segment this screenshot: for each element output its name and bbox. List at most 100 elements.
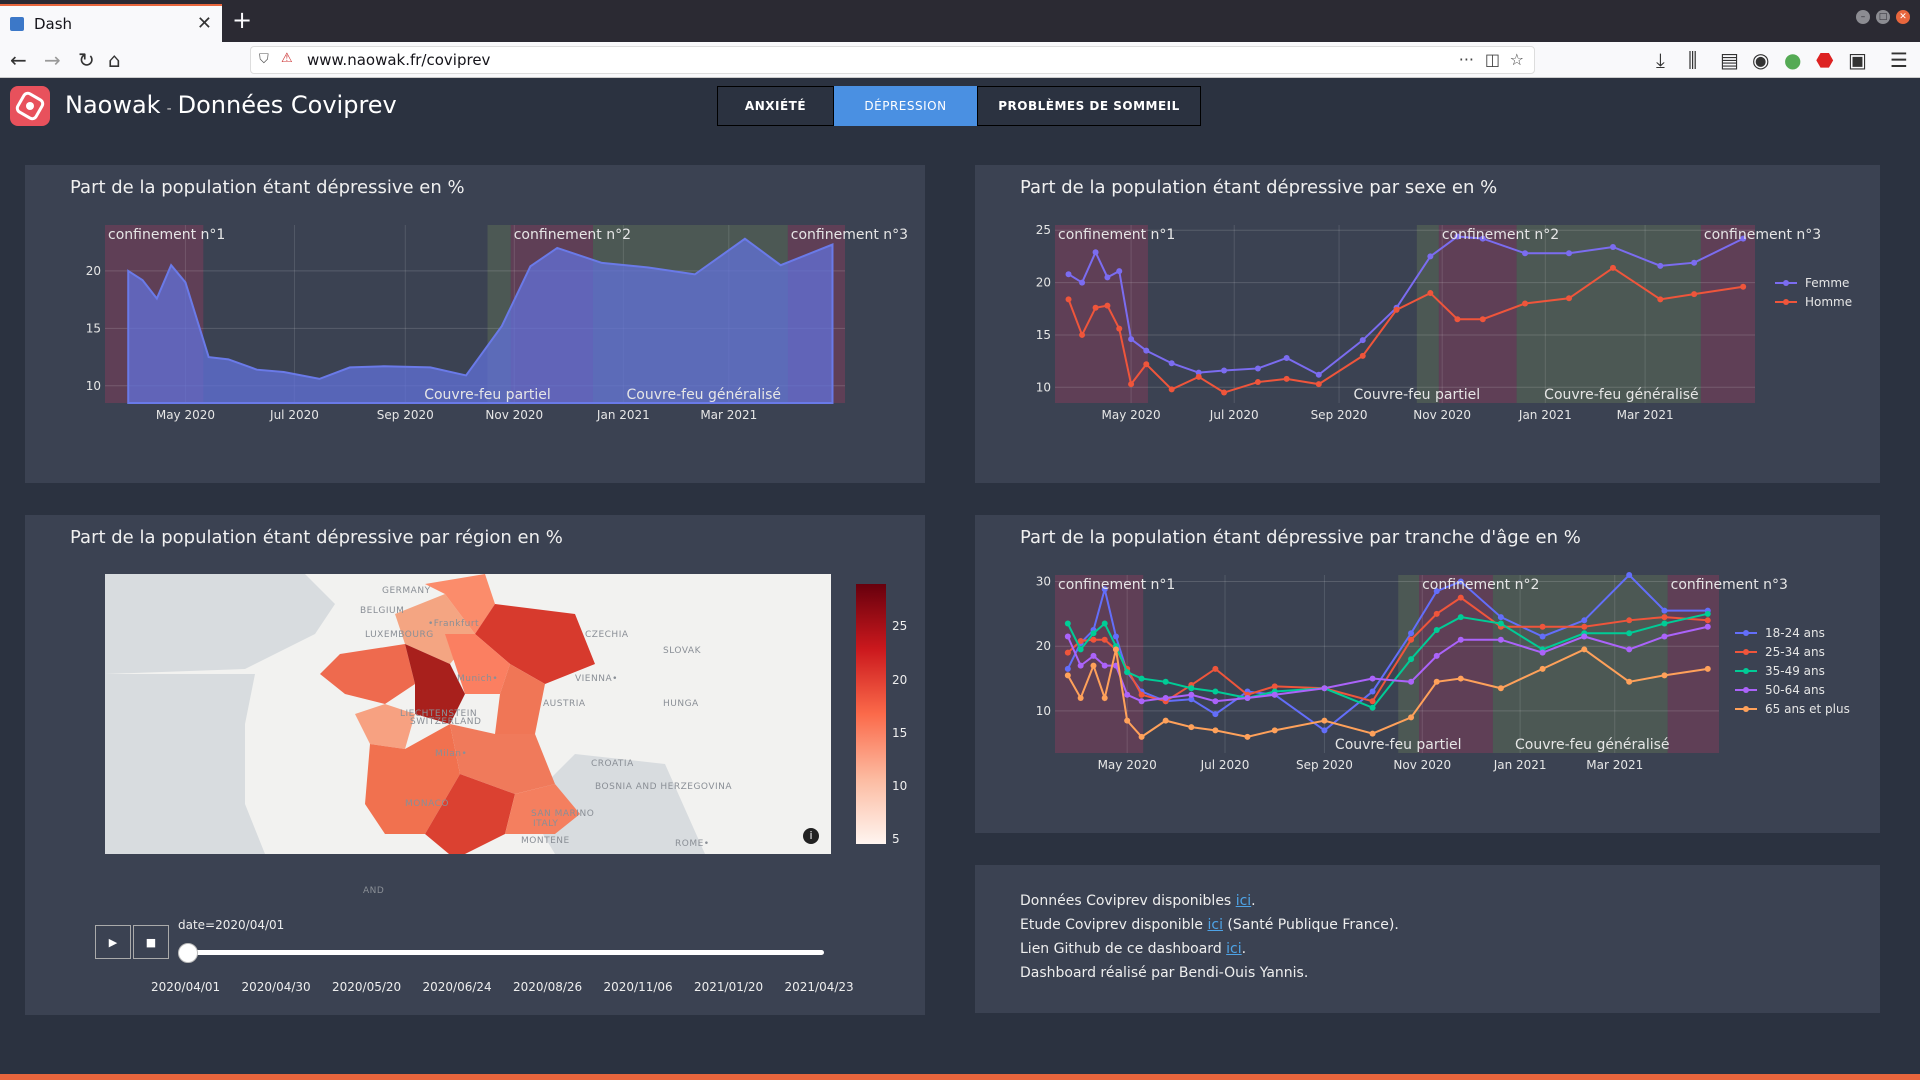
info-line-3: Lien Github de ce dashboard ici. (1020, 941, 1246, 957)
slider-date-label[interactable]: 2020/11/06 (603, 980, 673, 994)
colorbar-tick: 15 (892, 725, 908, 740)
link-github[interactable]: ici (1226, 941, 1242, 957)
mediterranean-area (525, 754, 705, 854)
x-tick-label: May 2020 (1098, 758, 1157, 772)
tab-anxiete[interactable]: ANXIÉTÉ (717, 86, 834, 126)
info-text: (Santé Publique France). (1222, 917, 1399, 933)
series-point (1104, 302, 1111, 309)
series-line-1 (1067, 266, 1744, 394)
bookmark-star-icon[interactable]: ☆ (1509, 50, 1524, 69)
link-etude[interactable]: ici (1207, 917, 1223, 933)
annotation-confinement-1: confinement n°1 (108, 227, 225, 243)
series-point (1581, 633, 1588, 640)
period-shade-4 (1700, 225, 1755, 403)
region-auvergne-rhone-alpes[interactable] (450, 724, 555, 794)
series-point (1162, 717, 1169, 724)
series-point (1393, 306, 1400, 313)
series-point (1369, 730, 1376, 737)
series-point (1661, 614, 1668, 621)
close-tab-icon[interactable]: ✕ (196, 13, 212, 34)
region-map[interactable]: i (105, 574, 831, 854)
series-point (1321, 727, 1328, 734)
region-pays-de-la-loire[interactable] (355, 704, 415, 749)
map-label: HUNGA (663, 699, 699, 709)
region-centre-val-de-loire[interactable] (405, 644, 465, 724)
x-tick-label: Sep 2020 (1311, 408, 1368, 422)
series-point (1079, 331, 1086, 338)
annotation-confinement-2: confinement n°2 (1442, 227, 1559, 243)
reload-icon[interactable]: ↻ (78, 48, 95, 72)
url-text[interactable]: www.naowak.fr/coviprev (307, 51, 491, 69)
y-tick-label: 20 (1036, 276, 1051, 290)
period-shade-3 (1516, 225, 1701, 403)
series-point (1433, 678, 1440, 685)
date-slider-handle[interactable] (178, 943, 198, 963)
series-point (1195, 369, 1202, 376)
series-point (1092, 304, 1099, 311)
depression-age-chart: May 2020 Jul 2020 Sep 2020 Nov 2020 Jan 2021… (1036, 572, 1850, 772)
link-donnees[interactable]: ici (1235, 893, 1252, 909)
tab-depression[interactable]: DÉPRESSION (834, 86, 977, 126)
adblock-icon[interactable]: ⬣ (1816, 48, 1834, 72)
slider-date-label[interactable]: 2021/01/20 (694, 980, 764, 994)
browser-tab[interactable]: Dash ✕ (0, 4, 222, 42)
library-icon[interactable]: ⫼ (1688, 48, 1698, 72)
region-occitanie[interactable] (425, 774, 515, 854)
insecure-lock-icon[interactable]: ⚠ (281, 51, 293, 66)
slider-date-label[interactable]: 2020/06/24 (422, 980, 492, 994)
series-point (1539, 649, 1546, 656)
slider-date-label[interactable]: 2020/05/20 (332, 980, 402, 994)
region-nouvelle-aquitaine[interactable] (365, 724, 460, 834)
maximize-button[interactable]: □ (1876, 10, 1890, 24)
more-actions-icon[interactable]: ··· (1458, 50, 1474, 69)
close-window-button[interactable]: ✕ (1896, 10, 1910, 24)
slider-date-label[interactable]: 2020/04/01 (151, 980, 221, 994)
download-icon[interactable]: ⤓ (1656, 48, 1665, 72)
account-icon[interactable]: ◉ (1752, 48, 1770, 72)
back-arrow-icon[interactable]: ← (10, 48, 27, 72)
series-point (1321, 685, 1328, 692)
date-slider-track[interactable] (188, 950, 824, 955)
series-point (1657, 262, 1664, 269)
series-point (1271, 683, 1278, 690)
extension-icon[interactable]: ● (1784, 48, 1802, 72)
slider-date-label[interactable]: 2021/04/23 (784, 980, 854, 994)
series-point (1138, 733, 1145, 740)
series-point (1212, 665, 1219, 672)
region-ile-de-france[interactable] (445, 634, 510, 694)
url-bar[interactable]: ⛉ ⚠ www.naowak.fr/coviprev ··· ◫ ☆ (250, 46, 1535, 74)
series-point (1369, 704, 1376, 711)
series-point (1090, 652, 1097, 659)
stop-button[interactable]: ■ (133, 925, 169, 959)
info-text: . (1241, 941, 1247, 957)
shield-icon[interactable]: ⛉ (259, 52, 269, 67)
reader-icon[interactable]: ▣ (1848, 48, 1867, 72)
x-tick-label: Nov 2020 (1393, 758, 1451, 772)
region-paca[interactable] (505, 784, 580, 834)
new-tab-button[interactable]: + (232, 6, 253, 34)
pocket-icon[interactable]: ◫ (1484, 50, 1500, 69)
region-bourgogne[interactable] (495, 664, 545, 734)
x-tick-label: Nov 2020 (485, 408, 543, 422)
series-point (1566, 295, 1573, 302)
forward-arrow-icon[interactable]: → (44, 48, 61, 72)
info-line-2: Etude Coviprev disponible ici (Santé Pub… (1020, 917, 1399, 933)
menu-icon[interactable]: ☰ (1890, 48, 1908, 72)
annotation-confinement-3: confinement n°3 (1671, 577, 1788, 593)
region-bretagne[interactable] (320, 644, 415, 704)
home-icon[interactable]: ⌂ (108, 48, 121, 72)
region-hauts-de-france[interactable] (425, 574, 495, 634)
map-info-icon[interactable]: i (803, 828, 819, 844)
legend-marker (1743, 668, 1749, 674)
sidebar-icon[interactable]: ▤ (1720, 48, 1739, 72)
minimize-button[interactable]: – (1856, 10, 1870, 24)
slider-date-label[interactable]: 2020/08/26 (513, 980, 583, 994)
period-shade-4 (1667, 575, 1719, 753)
tab-sommeil[interactable]: PROBLÈMES DE SOMMEIL (977, 86, 1201, 126)
colorbar (856, 584, 886, 844)
play-button[interactable]: ▶ (95, 925, 131, 959)
region-grand-est[interactable] (475, 604, 595, 684)
slider-date-label[interactable]: 2020/04/30 (241, 980, 311, 994)
map-label: ITALY (533, 819, 559, 829)
x-tick-label: Nov 2020 (1413, 408, 1471, 422)
